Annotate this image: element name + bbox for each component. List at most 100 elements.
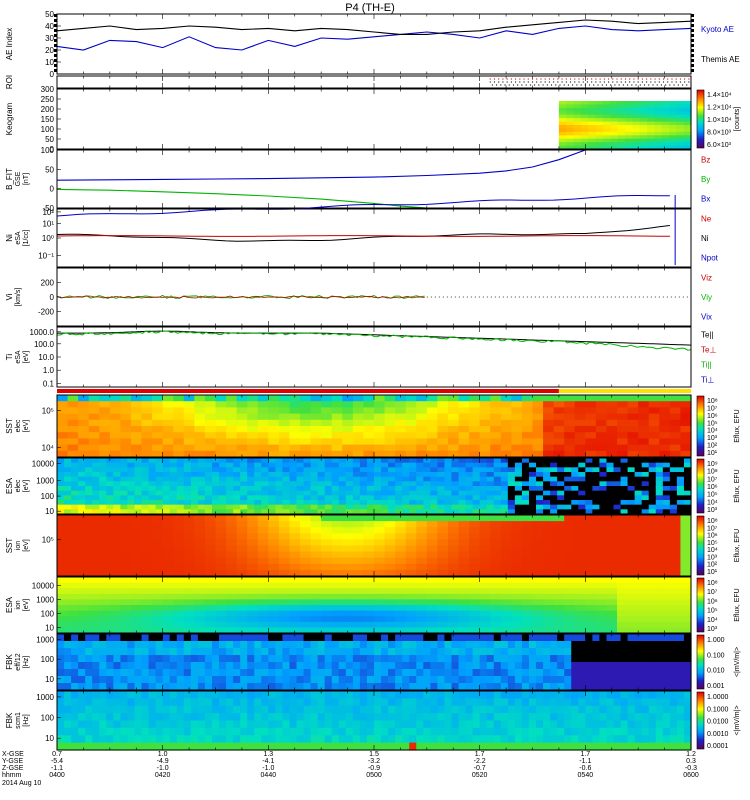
y-tick-label: 0.1 (43, 379, 55, 388)
spectrogram-cell (219, 504, 227, 510)
spectrogram-cell (416, 401, 428, 408)
keogram-cell (669, 101, 677, 105)
spectrogram-cell (437, 509, 446, 515)
spectrogram-cell (388, 655, 396, 663)
spectrogram-cell (268, 655, 276, 663)
spectrogram-cell (254, 495, 262, 501)
spectrogram-cell (303, 676, 312, 684)
spectrogram-cell (88, 545, 100, 553)
y-tick-label: 10000 (32, 581, 55, 590)
spectrogram-cell (67, 551, 79, 559)
spectrogram-cell (211, 669, 220, 677)
spectrogram-cell (585, 467, 593, 473)
spectrogram-cell (532, 539, 544, 547)
panel-ylabel-sub: [nT] (23, 173, 30, 185)
spectrogram-cell (64, 662, 72, 670)
spectrogram-cell (571, 462, 579, 468)
spectrogram-cell (162, 413, 174, 421)
spectrogram-cell (176, 486, 185, 492)
spectrogram-cell (423, 500, 431, 506)
spectrogram-cell (532, 588, 544, 595)
keogram-cell (610, 142, 619, 147)
spectrogram-cell (490, 588, 502, 595)
spectrogram-cell (447, 401, 460, 408)
spectrogram-cell (648, 610, 660, 617)
spectrogram-cell (627, 438, 639, 446)
spectrogram-cell (278, 401, 291, 408)
spectrogram-cell (197, 648, 206, 656)
keogram-cell (625, 145, 633, 150)
spectrogram-cell (130, 610, 143, 617)
keogram-cell (558, 114, 567, 119)
spectrogram-cell (511, 588, 523, 595)
spectrogram-cell (342, 395, 354, 402)
spectrogram-cell (416, 495, 424, 501)
spectrogram-cell (447, 432, 460, 439)
keogram-cell (683, 125, 692, 129)
keogram-cell (639, 101, 648, 105)
roi-dot (595, 78, 597, 80)
spectrogram-cell (521, 486, 530, 492)
spectrogram-cell (620, 504, 629, 510)
spectrogram-cell (247, 462, 255, 468)
spectrogram-cell (564, 444, 576, 452)
spectrogram-cell (430, 458, 438, 464)
spectrogram-cell (215, 438, 227, 446)
spectrogram-cell (275, 458, 284, 464)
spectrogram-cell (479, 419, 491, 427)
spectrogram-cell (416, 655, 424, 663)
spectrogram-cell (57, 610, 69, 617)
spectrogram-cell (543, 577, 555, 584)
spectrogram-cell (204, 569, 217, 577)
spectrogram-cell (194, 577, 206, 584)
spectrogram-cell (352, 605, 365, 612)
spectrogram-cell (106, 486, 114, 492)
spectrogram-cell (106, 676, 114, 684)
y-tick-label: -200 (38, 308, 55, 317)
spectrogram-cell (268, 515, 280, 522)
spectrogram-cell (613, 683, 622, 691)
spectrogram-cell (465, 504, 474, 510)
spectrogram-cell (99, 569, 111, 577)
spectrogram-cell (662, 472, 671, 478)
spectrogram-cell (514, 472, 523, 478)
panel-ylabel-text: ESA (5, 477, 14, 494)
spectrogram-cell (363, 557, 375, 565)
spectrogram-cell (219, 500, 227, 506)
spectrogram-cell (426, 616, 438, 623)
spectrogram-cell (296, 481, 305, 487)
keogram-cell (683, 131, 692, 136)
spectrogram-cell (490, 627, 502, 634)
spectrogram-cell (338, 500, 347, 506)
spectrogram-cell (331, 438, 343, 446)
legend-entry: Te|| (701, 331, 714, 340)
spectrogram-cell (352, 599, 365, 606)
spectrogram-cell (595, 605, 608, 612)
spectrogram-cell (109, 426, 121, 433)
keogram-cell (573, 104, 582, 109)
spectrogram-cell (405, 413, 417, 421)
spectrogram-cell (395, 593, 407, 600)
keogram-cell (654, 118, 663, 123)
spectrogram-cell (564, 655, 572, 663)
spectrogram-cell (405, 521, 417, 528)
spectrogram-cell (669, 588, 682, 595)
spectrogram-cell (374, 539, 386, 547)
spectrogram-cell (500, 495, 509, 501)
spectrogram-cell (648, 458, 657, 464)
spectrogram-cell (289, 476, 298, 482)
spectrogram-cell (553, 407, 565, 415)
spectrogram-cell (134, 648, 143, 656)
spectrogram-cell (324, 500, 333, 506)
spectrogram-cell (324, 648, 333, 656)
spectrogram-cell (338, 634, 347, 642)
spectrogram-cell (331, 444, 343, 452)
spectrogram-cell (426, 582, 438, 589)
spectrogram-cell (500, 662, 509, 670)
spectrogram-cell (458, 432, 470, 439)
spectrogram-cell (331, 413, 343, 421)
spectrogram-cell (521, 533, 534, 540)
spectrogram-cell (595, 627, 608, 634)
spectrogram-cell (268, 588, 280, 595)
spectrogram-cell (162, 616, 174, 623)
